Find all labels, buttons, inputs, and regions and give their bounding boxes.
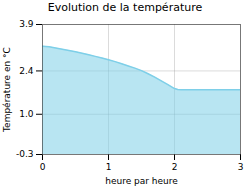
- html-text:Evolution de la température: Evolution de la température: [47, 1, 203, 14]
- svg-text:3: 3: [238, 162, 244, 172]
- svg-text:3.9: 3.9: [19, 19, 34, 29]
- svg-text:heure par heure: heure par heure: [105, 176, 178, 186]
- svg-text:0: 0: [40, 162, 46, 172]
- svg-text:2: 2: [172, 162, 178, 172]
- svg-text:-0.3: -0.3: [16, 149, 34, 159]
- svg-text:1.0: 1.0: [19, 109, 34, 119]
- svg-text:2.4: 2.4: [19, 66, 34, 76]
- svg-text:Température en °C: Température en °C: [2, 47, 12, 133]
- svg-text:1: 1: [106, 162, 112, 172]
